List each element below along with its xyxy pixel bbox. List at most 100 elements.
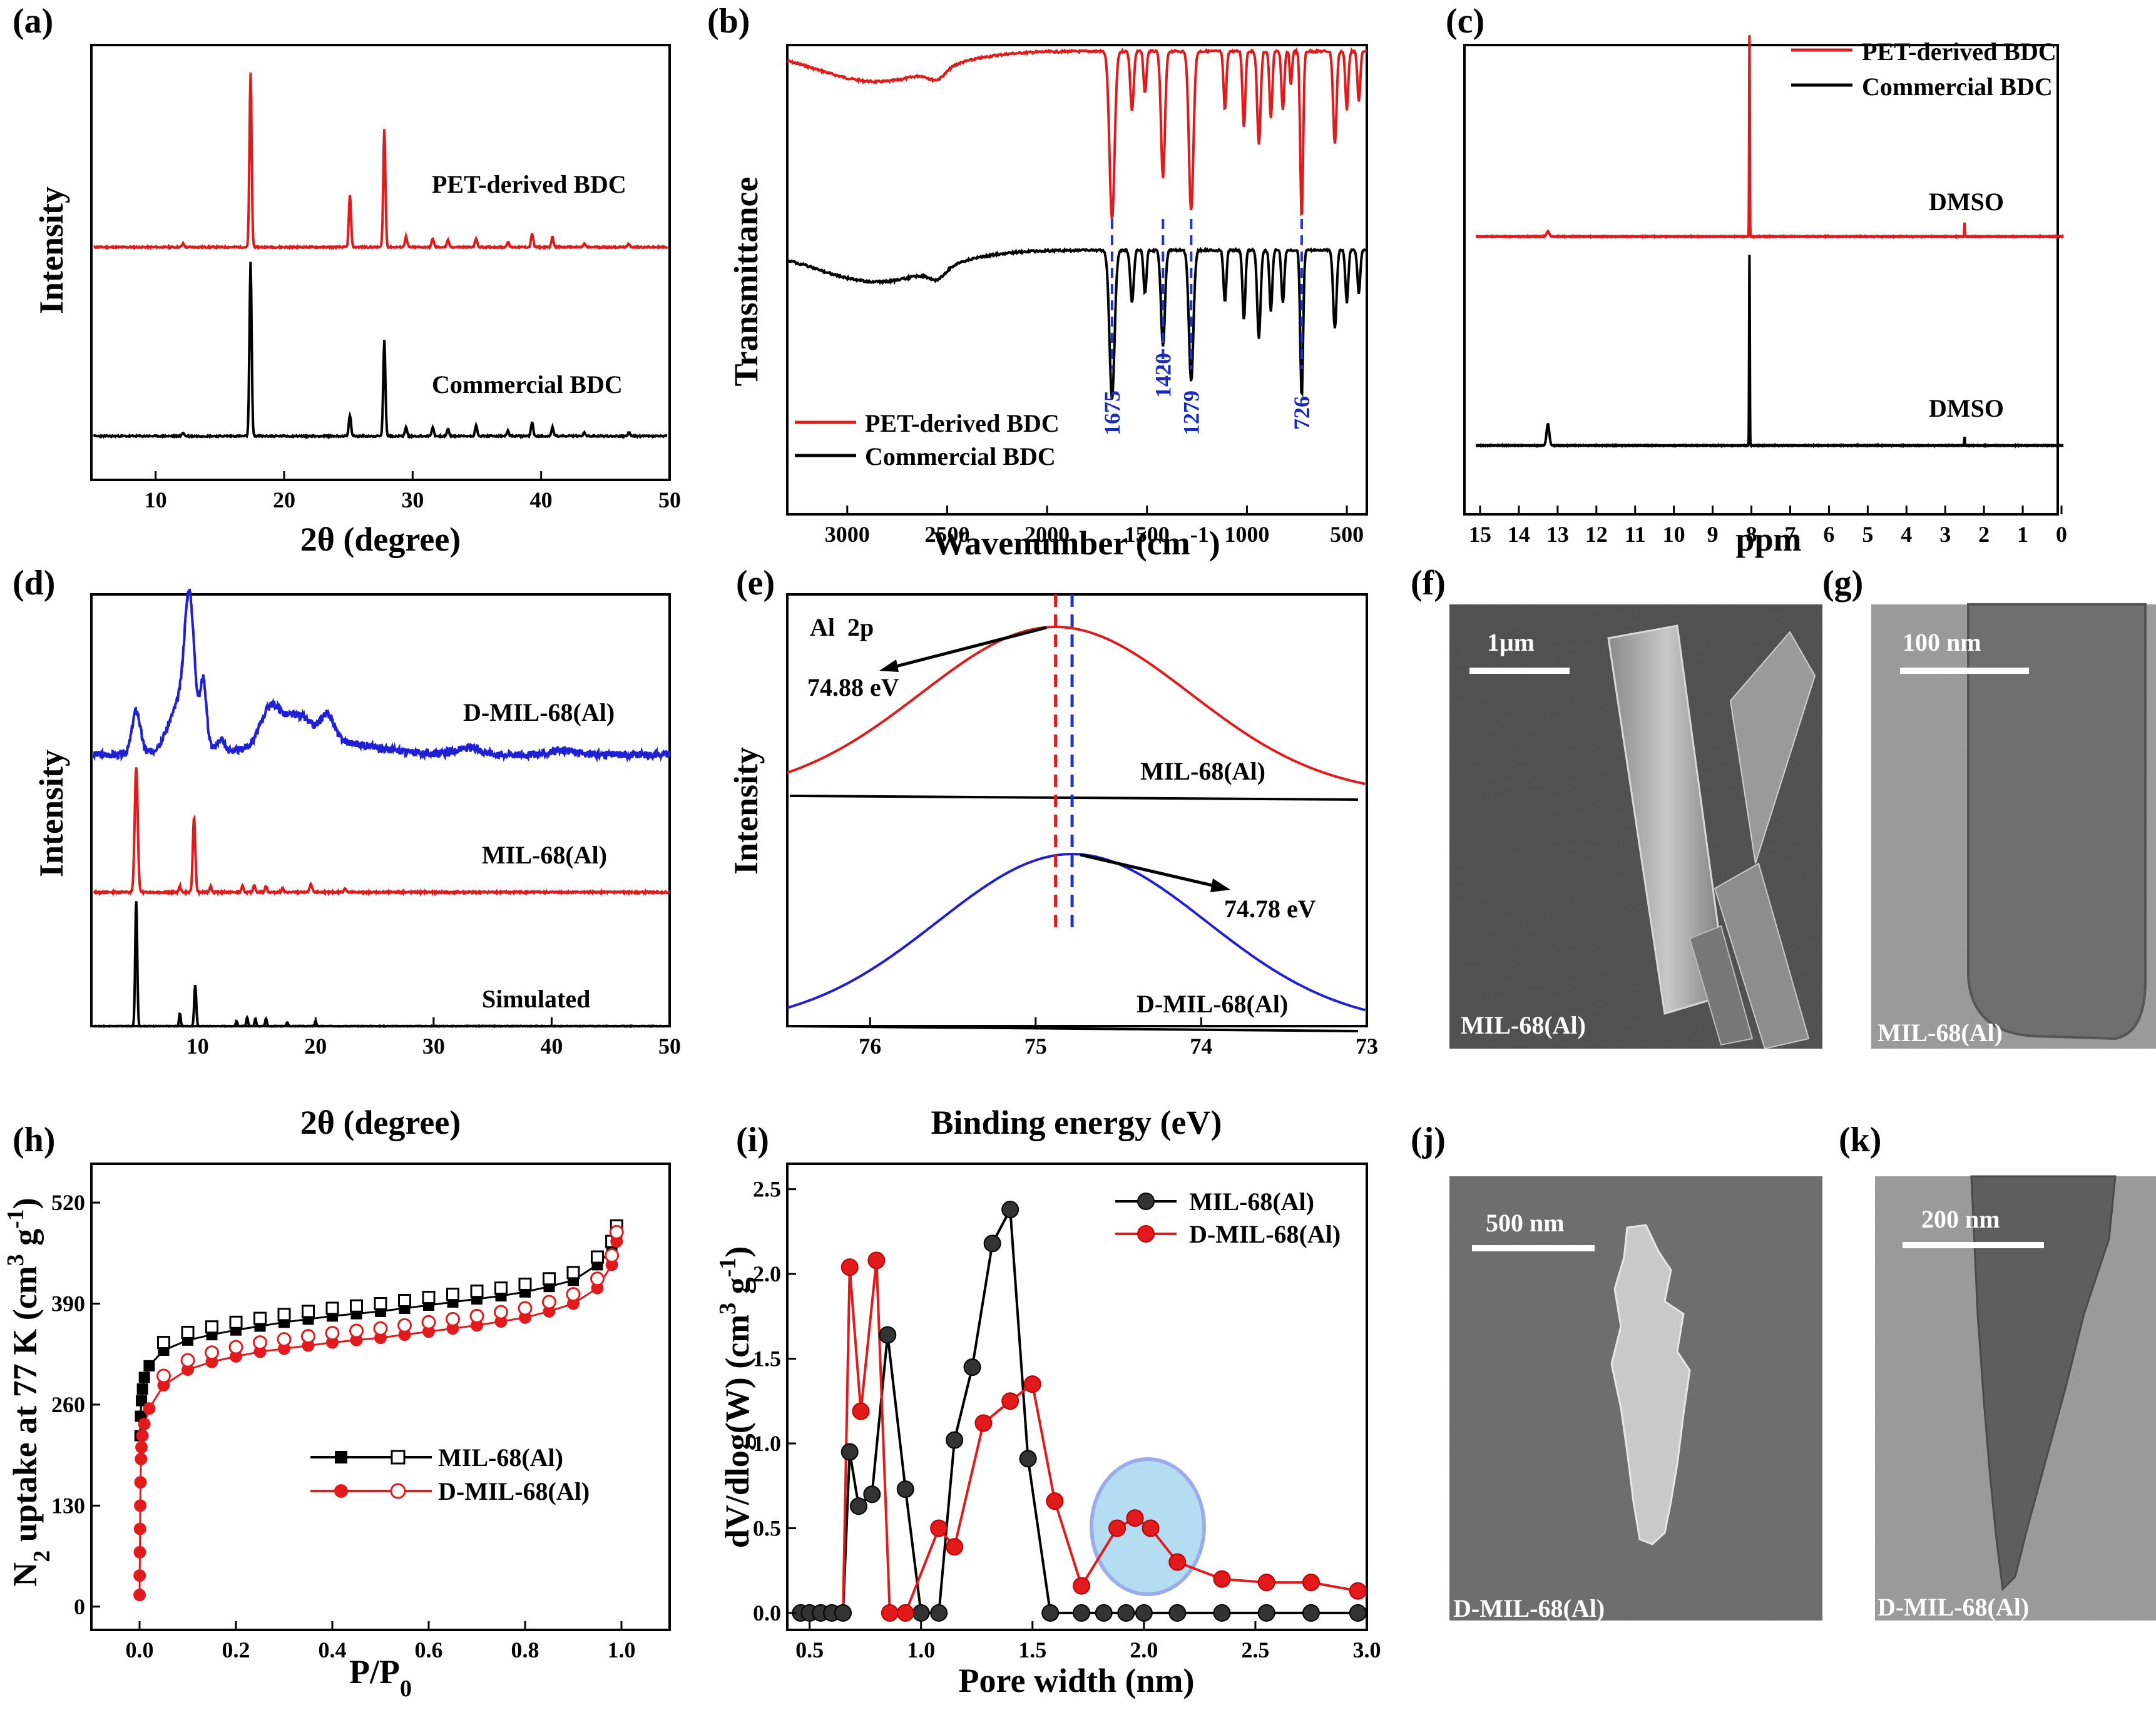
x-tick-label: 30 xyxy=(401,487,424,512)
panel-label-k: (k) xyxy=(1839,1121,1881,1159)
panel-label-f: (f) xyxy=(1411,564,1446,603)
point-d-mil-68-al-ads xyxy=(133,1569,146,1582)
y-tick-label: 1.5 xyxy=(753,1346,781,1371)
point-mil-68-al-des xyxy=(470,1285,484,1298)
x-tick-label: 40 xyxy=(540,1034,563,1059)
point-mil-68-al xyxy=(930,1604,948,1622)
point-d-mil-68-al-ads xyxy=(135,1452,148,1465)
plot-frame-a xyxy=(90,44,671,481)
plot-frame-c xyxy=(1463,44,2059,516)
point-d-mil-68-al xyxy=(1257,1574,1275,1592)
point-mil-68-al xyxy=(1257,1604,1275,1622)
x-tick-label: 8 xyxy=(1746,522,1757,547)
panel-label-c: (c) xyxy=(1446,2,1484,41)
annotation-d-mil-68-al: D-MIL-68(Al) xyxy=(463,698,615,726)
x-tick-label: 500 xyxy=(1330,522,1364,547)
point-mil-68-al xyxy=(1302,1604,1320,1622)
annotation-pet-derived-bdc: PET-derived BDC xyxy=(432,170,626,198)
point-mil-68-al xyxy=(1135,1604,1153,1622)
x-tick-label: 76 xyxy=(859,1034,881,1059)
panel-a: (a) 10 20 30 40 50 PET-derived BDC Commercia… xyxy=(13,2,681,558)
point-mil-68-al-des xyxy=(398,1294,411,1308)
point-mil-68-al xyxy=(834,1604,852,1622)
annotation-commercial-bdc: Commercial BDC xyxy=(432,370,623,399)
annotation-74-88-ev: 74.88 eV xyxy=(807,673,899,701)
annotation-dmso-top: DMSO xyxy=(1929,188,2004,216)
point-mil-68-al-des xyxy=(302,1305,315,1318)
x-tick-label: 0.8 xyxy=(511,1637,539,1662)
legend-marker-filled xyxy=(335,1451,347,1463)
nmr-spectrum-commercial-bdc xyxy=(1475,255,2064,449)
point-mil-68-al-des xyxy=(374,1297,387,1310)
x-tick-label: 10 xyxy=(145,487,167,512)
y-axis-title-d: Intensity xyxy=(33,750,70,877)
point-mil-68-al-des xyxy=(518,1277,532,1291)
point-mil-68-al-des xyxy=(205,1320,218,1334)
panel-c: (c) 15 14 13 12 11 10 9 8 7 6 5 4 3 2 1 0 PET-derived B… xyxy=(1446,2,2067,558)
y-tick-label: 1.0 xyxy=(753,1431,781,1456)
y-tick-label: 260 xyxy=(51,1392,85,1417)
x-tick-label: 40 xyxy=(530,487,553,512)
point-d-mil-68-al-ads xyxy=(133,1545,146,1559)
series-line-mil-68-al xyxy=(93,767,670,897)
point-d-mil-68-al xyxy=(1168,1553,1187,1571)
y-tick-label: 0.0 xyxy=(753,1600,781,1626)
point-d-mil-68-al-des xyxy=(325,1326,340,1341)
x-axis-title-h: P/P0 xyxy=(349,1653,412,1702)
plot-frame-e xyxy=(786,593,1368,1027)
point-mil-68-al-des xyxy=(350,1299,363,1313)
y-tick-label: 2.0 xyxy=(753,1261,781,1286)
x-tick-label: 3000 xyxy=(825,522,870,547)
y-axis-title-h: N2 uptake at 77 K (cm3 g-1) xyxy=(3,1198,55,1587)
point-mil-68-al-des xyxy=(157,1336,170,1350)
x-tick-label: 10 xyxy=(186,1034,209,1059)
point-mil-68-al xyxy=(1117,1604,1135,1622)
panel-label-e: (e) xyxy=(736,564,775,603)
scale-bar-g xyxy=(1900,668,2029,674)
point-mil-68-al xyxy=(912,1604,930,1622)
x-tick-label: 50 xyxy=(658,487,681,512)
point-mil-68-al xyxy=(1095,1604,1113,1622)
point-d-mil-68-al xyxy=(1126,1509,1144,1527)
point-mil-68-al-ads xyxy=(136,1383,148,1395)
point-mil-68-al-des xyxy=(566,1266,580,1280)
x-tick-label: 1.5 xyxy=(1018,1637,1046,1662)
point-mil-68-al xyxy=(879,1326,897,1344)
x-tick-label: 73 xyxy=(1356,1034,1378,1059)
image-caption-f: MIL-68(Al) xyxy=(1461,1011,1586,1039)
point-mil-68-al-des xyxy=(229,1315,243,1329)
annotation-simulated: Simulated xyxy=(482,985,590,1013)
point-d-mil-68-al xyxy=(1046,1492,1064,1510)
point-d-mil-68-al-ads xyxy=(134,1476,147,1489)
x-tick-label: 2.5 xyxy=(1241,1637,1269,1662)
plot-frame-b xyxy=(786,44,1368,516)
axis-ticks-h: 0.0 0.2 0.4 0.6 0.8 1.0 0 130 260 390 520 xyxy=(51,1190,636,1662)
x-tick-label: 0.4 xyxy=(319,1637,347,1662)
annotation-74-78-ev: 74.78 eV xyxy=(1224,895,1316,923)
panel-d: (d) 10 20 30 40 50 D-MIL-68(Al) MIL-68(Al) S… xyxy=(13,564,681,1141)
panel-label-a: (a) xyxy=(13,2,53,41)
scale-bar-k xyxy=(1903,1242,2044,1248)
x-axis-title-e: Binding energy (eV) xyxy=(931,1104,1222,1141)
annotation-d-mil-68-al-e: D-MIL-68(Al) xyxy=(1137,990,1288,1018)
legend-label-d-mil-68-al: D-MIL-68(Al) xyxy=(1189,1220,1341,1248)
point-mil-68-al-ads xyxy=(136,1395,148,1407)
panel-j: (j) 500 nm D-MIL-68(Al) xyxy=(1411,1121,1822,1622)
plot-frame-d xyxy=(90,593,671,1027)
x-axis-ticks-a: 10 20 30 40 50 xyxy=(145,471,681,512)
band-label-1420: 1420 xyxy=(1150,353,1175,398)
point-d-mil-68-al xyxy=(881,1604,899,1622)
point-d-mil-68-al-des xyxy=(228,1340,243,1355)
point-mil-68-al-des xyxy=(325,1301,339,1315)
y-axis-title-a: Intensity xyxy=(33,186,70,314)
point-d-mil-68-al-ads xyxy=(136,1429,149,1442)
point-d-mil-68-al-ads xyxy=(138,1417,151,1430)
x-tick-label: 12 xyxy=(1585,522,1608,547)
point-mil-68-al xyxy=(1019,1450,1037,1468)
x-tick-label: 30 xyxy=(422,1034,445,1059)
axis-ticks-i: 0.5 1.0 1.5 2.0 2.5 3.0 0.0 0.5 1.0 1.5 2.0 2.5 xyxy=(753,1177,1381,1662)
x-tick-label: 0.5 xyxy=(795,1637,824,1662)
annotation-dmso-bottom: DMSO xyxy=(1929,394,2004,422)
point-d-mil-68-al xyxy=(896,1604,914,1622)
baseline-mil-68-al xyxy=(789,795,1359,801)
